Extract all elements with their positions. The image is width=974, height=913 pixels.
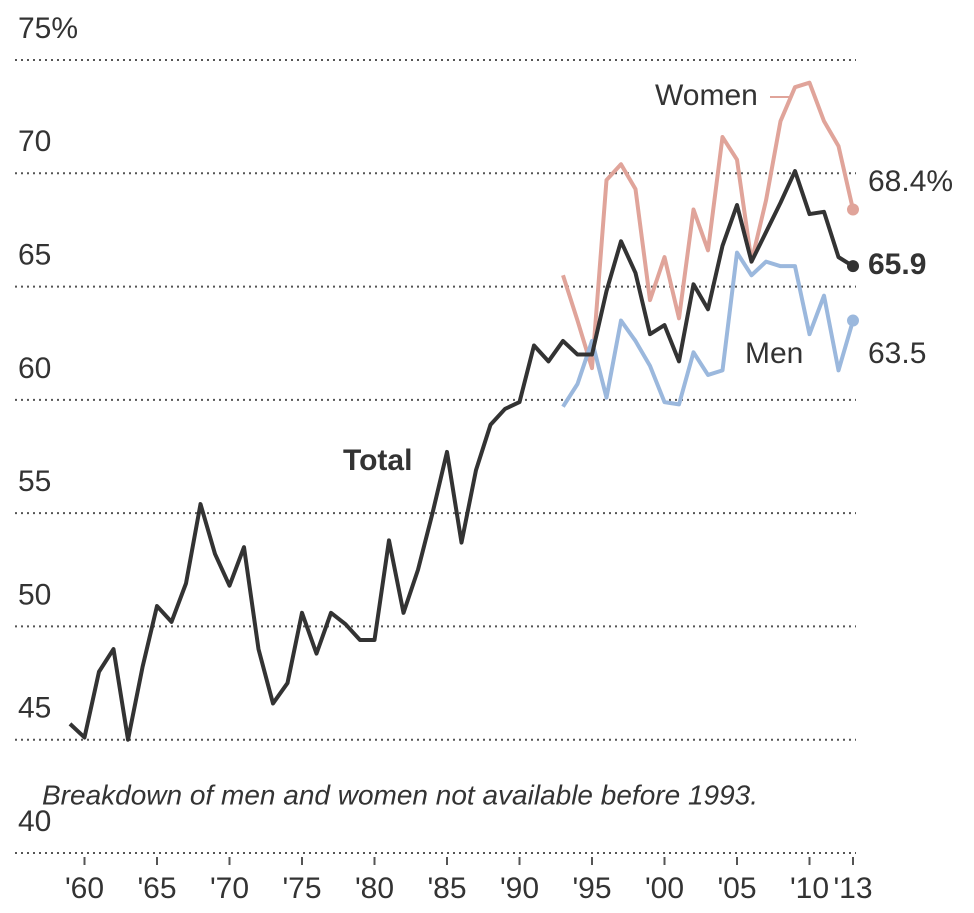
- series-label: Men: [745, 337, 803, 370]
- end-label: 68.4%: [868, 165, 953, 198]
- series-line: [561, 250, 855, 408]
- y-tick-label: 40: [18, 805, 51, 838]
- series-line: [561, 80, 855, 371]
- x-tick-label: '00: [645, 872, 684, 905]
- x-tick-label: '90: [500, 872, 539, 905]
- y-tick-label: 75%: [18, 12, 78, 45]
- y-tick-label: 55: [18, 465, 51, 498]
- x-tick-label: '80: [355, 872, 394, 905]
- annotation: Breakdown of men and women not available…: [42, 779, 758, 810]
- x-tick-label: '05: [717, 872, 756, 905]
- y-tick-label: 60: [18, 352, 51, 385]
- y-tick-label: 45: [18, 692, 51, 725]
- x-tick-label: '65: [137, 872, 176, 905]
- y-tick-label: 65: [18, 238, 51, 271]
- end-dot: [847, 260, 859, 273]
- y-tick-label: 50: [18, 578, 51, 611]
- series-label: Total: [343, 444, 412, 477]
- series-line: [68, 169, 855, 742]
- x-tick-label: '85: [427, 872, 466, 905]
- end-dot: [847, 314, 859, 327]
- x-tick-label: '95: [572, 872, 611, 905]
- series-label: Women: [655, 79, 758, 112]
- end-label: 63.5: [868, 337, 926, 370]
- x-tick-label: '13: [833, 872, 872, 905]
- x-tick-label: '70: [210, 872, 249, 905]
- x-tick-label: '60: [65, 872, 104, 905]
- x-tick-label: '75: [282, 872, 321, 905]
- y-tick-label: 70: [18, 125, 51, 158]
- end-dot: [847, 203, 859, 216]
- x-tick-label: '10: [790, 872, 829, 905]
- end-label: 65.9: [868, 248, 926, 281]
